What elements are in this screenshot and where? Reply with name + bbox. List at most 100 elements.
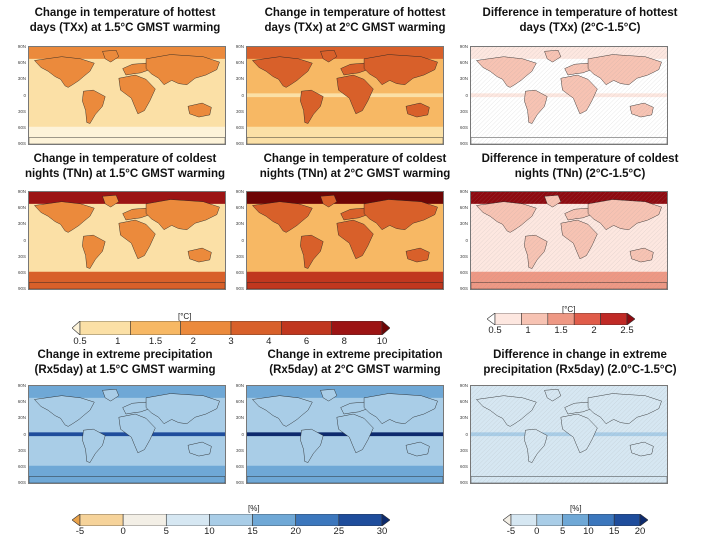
lat-tick-label: 60N [17, 205, 26, 211]
lat-tick-label: 60S [459, 269, 468, 275]
significance-hatch [560, 47, 659, 144]
colorbar-tick-label: -5 [75, 526, 85, 537]
significance-hatch [471, 192, 546, 266]
panel-title-line1: Change in extreme precipitation [37, 349, 213, 361]
lat-tick-label: 90S [17, 480, 26, 485]
panel-title-rx5-20: Change in extreme precipitation (Rx5day) … [240, 348, 470, 378]
significance-hatch [625, 441, 667, 483]
colorbar-tick-label: 2.5 [620, 325, 634, 336]
colorbar-segment [79, 513, 124, 527]
panel-title-line2: nights (TNn) (2°C-1.5°C) [514, 168, 646, 180]
map-panel-tnn-15 [28, 191, 226, 290]
significance-hatch [586, 403, 667, 483]
lat-tick-label: 90N [459, 383, 468, 388]
panel-title-txx-15: Change in temperature of hottest days (TX… [10, 6, 240, 36]
lat-tick-label: 30S [459, 447, 468, 453]
significance-hatch [568, 386, 667, 483]
significance-hatch [471, 47, 537, 112]
continent-africa [560, 74, 598, 115]
significance-hatch [499, 47, 598, 144]
significance-hatch [612, 89, 667, 144]
continent-europe [340, 62, 369, 76]
colorbar-tick-label: 8 [341, 336, 347, 347]
colorbar-tick-label: 2 [190, 336, 196, 347]
continent-north-america [34, 56, 95, 88]
significance-hatch [551, 192, 650, 289]
significance-hatch [638, 454, 667, 483]
continent-australia [187, 441, 212, 457]
lat-tick-label: 0 [241, 237, 244, 243]
significance-hatch [612, 428, 667, 483]
colorbar-segment [600, 312, 628, 326]
southern-ocean-band [29, 465, 225, 477]
tropical-band [471, 238, 667, 243]
significance-hatch [568, 47, 667, 144]
significance-hatch [471, 47, 506, 82]
significance-hatch [581, 59, 667, 144]
significance-hatch [547, 192, 646, 289]
significance-hatch [471, 386, 554, 469]
colorbar-precip [71, 513, 391, 531]
significance-hatch [471, 47, 541, 117]
lat-tick-label: 0 [23, 431, 26, 437]
continent-asia [363, 199, 438, 230]
significance-hatch [471, 192, 541, 262]
significance-hatch [534, 192, 633, 289]
tropical-band [29, 93, 225, 98]
colorbar-precip-diff-unit: [%] [570, 504, 582, 513]
significance-hatch [586, 209, 667, 289]
lat-tick-label: 90S [17, 286, 26, 291]
colorbar-tick-label: 1 [525, 325, 531, 336]
significance-hatch [471, 47, 515, 91]
panel-title-line2: precipitation (Rx5day) (2.0°C-1.5°C) [483, 364, 677, 376]
continent-south-america [82, 234, 106, 269]
significance-hatch [471, 192, 520, 240]
tropical-band [247, 432, 443, 437]
lat-tick-label: 30N [235, 221, 244, 227]
significance-hatch [638, 115, 667, 144]
significance-hatch [503, 386, 602, 483]
significance-hatch [471, 192, 493, 214]
significance-hatch [608, 424, 667, 483]
lat-tick-label: 30N [235, 415, 244, 421]
significance-hatch [621, 243, 667, 289]
lat-tick-label: 30N [17, 221, 26, 227]
continent-antarctica [247, 137, 443, 144]
lat-tick-label: 60S [459, 124, 468, 130]
continent-greenland [544, 389, 562, 402]
significance-hatch [471, 192, 511, 231]
significance-hatch [471, 386, 511, 425]
colorbar-segment [252, 513, 297, 527]
significance-hatch [616, 94, 667, 144]
colorbar-temp-unit: [°C] [178, 312, 192, 321]
significance-hatch [471, 47, 546, 121]
significance-hatch [471, 386, 528, 443]
southern-ocean-band [247, 126, 443, 138]
significance-hatch [471, 386, 506, 421]
significance-hatch [471, 47, 524, 99]
world-map-rx5-15 [29, 386, 225, 483]
panel-title-line2: days (TXx) (2°C-1.5°C) [519, 22, 641, 34]
continent-north-america [34, 395, 95, 427]
continent-africa [118, 74, 156, 115]
significance-hatch [634, 111, 667, 144]
significance-hatch [529, 386, 628, 483]
significance-hatch [542, 47, 641, 144]
significance-hatch [616, 239, 667, 289]
panel-title-line1: Difference in temperature of hottest [482, 7, 678, 19]
arctic-band [29, 192, 225, 204]
significance-hatch [494, 386, 594, 483]
continent-europe [122, 62, 151, 76]
significance-hatch [471, 47, 559, 134]
colorbar-segment [122, 513, 167, 527]
significance-hatch [534, 386, 633, 483]
significance-hatch [568, 192, 667, 289]
significance-hatch [471, 192, 550, 270]
panel-title-rx5-15: Change in extreme precipitation (Rx5day) … [10, 348, 240, 378]
significance-hatch [471, 192, 563, 283]
lat-tick-label: 60S [459, 463, 468, 469]
significance-hatch [603, 226, 667, 289]
significance-hatch [471, 386, 541, 456]
panel-title-line2: (Rx5day) at 2°C GMST warming [269, 364, 441, 376]
significance-hatch [471, 386, 489, 404]
